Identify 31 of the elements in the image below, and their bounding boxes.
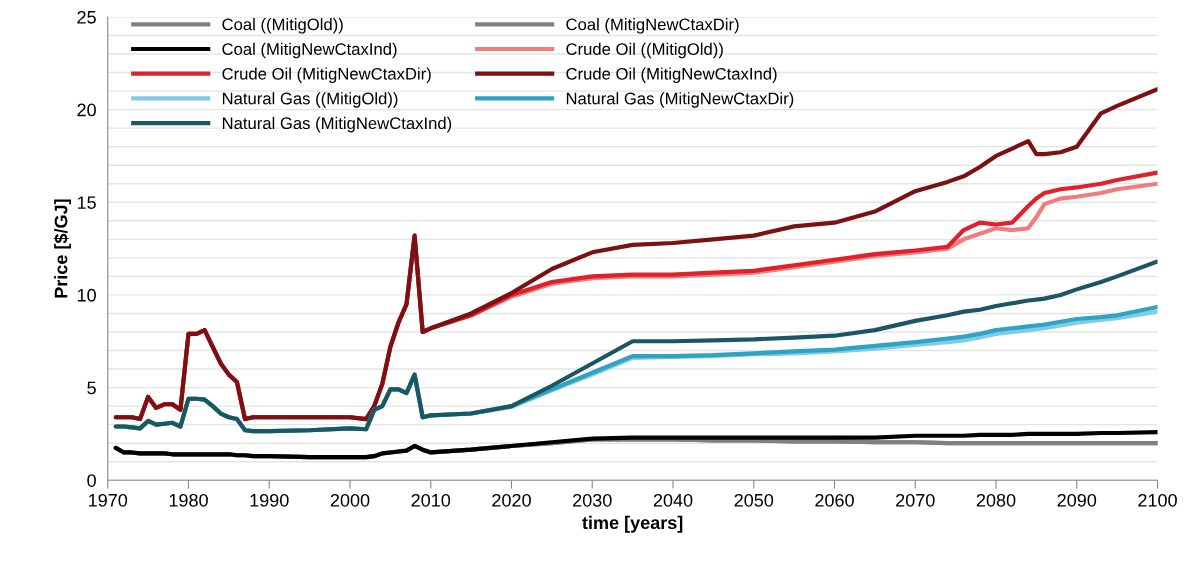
x-tick-label: 1970 (89, 493, 128, 507)
y-tick-label: 15 (77, 196, 96, 209)
legend-label: Crude Oil ((MitigOld)) (566, 42, 723, 59)
x-tick-label: 2030 (573, 493, 612, 507)
x-tick-label: 2090 (1057, 493, 1097, 507)
y-tick-label: 20 (77, 103, 96, 117)
x-tick-label: 2060 (815, 493, 854, 507)
x-tick-label: 2080 (976, 493, 1016, 507)
x-tick-label: 2100 (1138, 493, 1177, 507)
legend-label: Crude Oil (MitigNewCtaxDir) (222, 67, 431, 83)
y-tick-label: 10 (77, 288, 96, 302)
legend-label: Natural Gas ((MitigOld)) (222, 92, 398, 108)
y-tick-label: 25 (77, 10, 96, 24)
x-tick-label: 2010 (411, 493, 451, 507)
legend-label: Coal (MitigNewCtaxDir) (566, 18, 739, 34)
legend-label: Natural Gas (MitigNewCtaxDir) (566, 92, 794, 108)
x-tick-label: 2070 (896, 493, 935, 507)
x-tick-label: 2000 (330, 493, 370, 507)
legend-label: Crude Oil (MitigNewCtaxInd) (566, 67, 777, 83)
x-tick-label: 1980 (169, 493, 208, 507)
y-axis-title: Price [$/GJ] (53, 199, 71, 298)
legend-label: Coal (MitigNewCtaxInd) (222, 42, 397, 59)
x-tick-label: 2020 (492, 493, 531, 507)
x-tick-label: 1990 (250, 493, 289, 507)
x-axis-title: time [years] (582, 515, 683, 533)
x-tick-label: 2040 (653, 493, 693, 507)
y-tick-label: 5 (87, 381, 96, 395)
x-tick-label: 2050 (734, 493, 774, 507)
legend-label: Coal ((MitigOld)) (222, 18, 343, 34)
legend-label: Natural Gas (MitigNewCtaxInd) (222, 116, 452, 133)
y-tick-label: 0 (87, 474, 96, 487)
